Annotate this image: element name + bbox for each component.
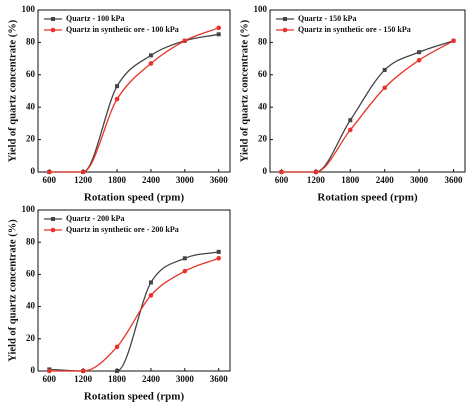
y-axis-label: Yield of quartz concentrate (%)	[7, 19, 18, 162]
legend-marker	[283, 17, 287, 21]
plot-frame	[37, 9, 231, 173]
marker	[382, 67, 387, 72]
y-tick-label: 80	[258, 36, 268, 46]
y-tick-label: 0	[31, 166, 36, 176]
y-tick-label: 60	[26, 69, 36, 79]
legend-label: Quartz - 150 kPa	[298, 14, 356, 23]
fit-curve	[281, 40, 454, 173]
marker	[347, 127, 353, 133]
x-axis-label: Rotation speed (rpm)	[317, 192, 418, 204]
x-tick-label: 2400	[376, 175, 395, 185]
fit-curve	[49, 251, 219, 372]
x-tick-label: 2400	[142, 175, 161, 185]
x-tick-label: 1200	[74, 374, 93, 384]
x-tick-label: 3000	[410, 175, 429, 185]
legend-marker	[282, 27, 288, 33]
marker	[80, 368, 86, 374]
x-tick-label: 600	[43, 374, 57, 384]
marker	[182, 256, 187, 261]
x-tick-label: 600	[275, 175, 289, 185]
y-tick-label: 20	[26, 134, 36, 144]
x-axis-label: Rotation speed (rpm)	[84, 192, 185, 204]
x-tick-label: 2400	[142, 374, 161, 384]
marker	[216, 249, 221, 254]
marker	[216, 25, 222, 31]
y-tick-label: 100	[22, 204, 36, 214]
x-tick-label: 3000	[176, 175, 195, 185]
marker	[46, 368, 52, 374]
x-tick-label: 3000	[176, 374, 195, 384]
y-tick-label: 40	[26, 301, 36, 311]
marker	[417, 50, 422, 55]
marker	[148, 293, 154, 298]
y-tick-label: 20	[258, 134, 268, 144]
y-tick-label: 60	[26, 268, 36, 278]
legend-label: Quartz in synthetic ore - 100 kPa	[66, 25, 179, 34]
marker	[148, 280, 153, 285]
fit-curve	[281, 40, 454, 173]
x-tick-label: 1800	[108, 374, 127, 384]
y-tick-label: 100	[22, 4, 36, 14]
y-tick-label: 100	[254, 4, 268, 14]
chart-panel: 0 20 40 60 80 100 600 1200 1800 2400 3000 3600 Rotat…	[239, 4, 466, 204]
marker	[451, 38, 456, 44]
legend-label: Quartz in synthetic ore - 150 kPa	[298, 25, 411, 34]
y-axis-label: Yield of quartz concentrate (%)	[7, 219, 18, 362]
marker	[348, 118, 353, 123]
x-tick-label: 3600	[445, 175, 464, 185]
marker	[382, 85, 388, 91]
y-tick-label: 40	[258, 101, 268, 111]
marker	[80, 169, 86, 175]
plot-frame	[269, 9, 466, 173]
marker	[416, 57, 422, 63]
x-tick-label: 600	[43, 175, 57, 185]
x-tick-label: 1800	[341, 175, 360, 185]
marker	[216, 255, 222, 261]
y-tick-label: 0	[263, 166, 268, 176]
x-axis-label: Rotation speed (rpm)	[84, 391, 185, 403]
x-tick-label: 3600	[210, 374, 229, 384]
legend-marker	[51, 17, 55, 21]
marker	[216, 32, 221, 37]
legend-label: Quartz - 200 kPa	[66, 214, 124, 223]
fit-curve	[49, 27, 219, 173]
y-tick-label: 60	[258, 69, 268, 79]
y-tick-label: 80	[26, 236, 36, 246]
legend-marker	[51, 217, 55, 221]
chart-panel: 0 20 40 60 80 100 600 1200 1800 2400 3000 3600 Rotat…	[7, 4, 231, 204]
marker	[148, 61, 154, 66]
marker	[46, 169, 52, 175]
y-tick-label: 40	[26, 101, 36, 111]
x-tick-label: 1200	[307, 175, 326, 185]
plot-frame	[37, 209, 231, 372]
legend-marker	[50, 27, 56, 33]
y-tick-label: 80	[26, 36, 36, 46]
x-tick-label: 1800	[108, 175, 127, 185]
marker	[115, 84, 120, 89]
y-tick-label: 20	[26, 333, 36, 343]
marker	[114, 344, 120, 350]
legend-label: Quartz in synthetic ore - 200 kPa	[66, 225, 179, 234]
marker	[115, 369, 120, 373]
marker	[182, 268, 188, 274]
marker	[114, 96, 120, 102]
fit-curve	[49, 33, 219, 173]
marker	[279, 169, 284, 175]
legend-marker	[50, 227, 56, 233]
y-tick-label: 0	[31, 365, 36, 375]
marker	[148, 53, 153, 58]
x-tick-label: 3600	[210, 175, 229, 185]
chart-panel: 0 20 40 60 80 100 600 1200 1800 2400 3000 3600 Rotat…	[7, 204, 231, 403]
marker	[313, 169, 319, 175]
fit-curve	[49, 257, 219, 372]
y-axis-label: Yield of quartz concentrate (%)	[239, 19, 250, 162]
legend-label: Quartz - 100 kPa	[66, 14, 124, 23]
marker	[182, 38, 188, 44]
x-tick-label: 1200	[74, 175, 93, 185]
